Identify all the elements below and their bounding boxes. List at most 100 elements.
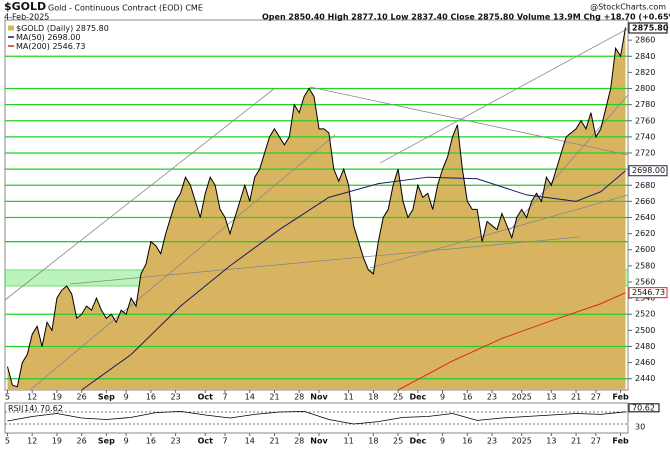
legend-value: 2875.80 — [76, 24, 109, 33]
x-tick-label: 23 — [170, 393, 180, 402]
plot: 2440246024802500252025402560258026002620… — [4, 21, 669, 446]
rsi-tick-label: 30 — [635, 423, 645, 432]
y-tick-label: 2860 — [635, 36, 655, 45]
y-tick-label: 2480 — [635, 342, 655, 351]
rsi-value: 70.62 — [40, 404, 63, 413]
rsi-legend: RSI(14) 70.62 — [8, 404, 63, 413]
x-tick-label: 9 — [124, 393, 129, 402]
value-tag-label: 2875.80 — [632, 24, 669, 33]
x-tick-label: 2025 — [512, 437, 532, 446]
value-tag — [628, 22, 668, 34]
x-tick-label: 21 — [571, 437, 581, 446]
legend-value: 2698.00 — [47, 33, 80, 42]
x-tick-label: 9 — [440, 437, 445, 446]
y-tick-label: 2800 — [635, 84, 655, 93]
x-tick-label: 7 — [222, 393, 227, 402]
source: @StockCharts.com — [590, 3, 666, 12]
x-tick-label: 18 — [368, 393, 378, 402]
x-tick-label: 21 — [269, 437, 279, 446]
value-tag-label: 2698.00 — [632, 166, 665, 175]
x-tick-label: 28 — [294, 437, 304, 446]
x-tick-label: 5 — [5, 437, 10, 446]
x-tick-label: 14 — [245, 437, 255, 446]
legend-entry: MA(200) 2546.73 — [16, 42, 86, 51]
y-tick-label: 2500 — [635, 326, 655, 335]
x-tick-label: 16 — [462, 393, 472, 402]
y-tick-label: 2760 — [635, 116, 655, 125]
x-tick-label: 9 — [440, 393, 445, 402]
legend-name: $GOLD (Daily) — [16, 24, 73, 33]
trendline — [69, 236, 581, 285]
x-tick-label: Oct — [198, 393, 214, 402]
chart-subtitle: Gold - Continuous Contract (EOD) CME — [48, 4, 203, 13]
x-tick-label: 12 — [27, 437, 37, 446]
x-tick-label: 11 — [344, 437, 354, 446]
chart-date: 4-Feb-2025 — [4, 13, 49, 22]
x-tick-label: 12 — [27, 393, 37, 402]
x-tick-label: 2025 — [512, 393, 532, 402]
x-tick-label: 11 — [344, 393, 354, 402]
legend-value: 2546.73 — [52, 42, 85, 51]
x-tick-label: 27 — [591, 393, 601, 402]
x-tick-label: 23 — [487, 393, 497, 402]
x-tick-label: 21 — [269, 393, 279, 402]
x-tick-label: Sep — [98, 437, 115, 446]
y-tick-label: 2720 — [635, 149, 655, 158]
value-tag-label: 2546.73 — [632, 288, 665, 297]
x-tick-label: Dec — [409, 437, 426, 446]
x-tick-label: Oct — [198, 437, 214, 446]
rsi-panel — [4, 402, 629, 434]
x-tick-label: Feb — [612, 393, 629, 402]
x-tick-label: 16 — [462, 437, 472, 446]
x-tick-label: 9 — [124, 437, 129, 446]
x-tick-label: 5 — [5, 393, 10, 402]
trendline — [4, 87, 276, 301]
x-tick-label: 19 — [52, 393, 62, 402]
ma-line — [81, 170, 626, 391]
trendline — [379, 21, 641, 164]
x-tick-label: 16 — [146, 437, 156, 446]
y-tick-label: 2640 — [635, 213, 655, 222]
x-tick-label: 18 — [368, 437, 378, 446]
rsi-name: RSI(14) — [8, 404, 37, 413]
value-tag — [628, 403, 660, 413]
y-tick-label: 2600 — [635, 245, 655, 254]
y-tick-label: 2660 — [635, 197, 655, 206]
x-tick-label: 26 — [77, 437, 87, 446]
y-tick-label: 2840 — [635, 52, 655, 61]
x-tick-label: 25 — [393, 393, 403, 402]
ma-line — [397, 292, 626, 391]
x-tick-label: 19 — [52, 437, 62, 446]
y-tick-label: 2560 — [635, 277, 655, 286]
x-tick-label: Feb — [612, 437, 629, 446]
x-tick-label: 7 — [222, 437, 227, 446]
price-line — [6, 27, 627, 388]
y-tick-label: 2780 — [635, 100, 655, 109]
quote: Open 2850.40 High 2877.10 Low 2837.40 Cl… — [262, 13, 670, 22]
x-tick-label: 21 — [571, 393, 581, 402]
x-tick-label: 16 — [146, 393, 156, 402]
x-tick-label: Dec — [409, 393, 426, 402]
y-tick-label: 2680 — [635, 181, 655, 190]
x-tick-label: Sep — [98, 393, 115, 402]
x-tick-label: Nov — [310, 393, 328, 402]
legend-entry: MA(50) 2698.00 — [16, 33, 80, 42]
chart-title: $GOLD — [4, 0, 46, 13]
y-tick-label: 2740 — [635, 132, 655, 141]
x-tick-label: 27 — [591, 437, 601, 446]
rsi-line — [7, 410, 626, 425]
x-tick-label: Nov — [310, 437, 328, 446]
value-tag — [628, 165, 668, 177]
y-tick-label: 2440 — [635, 374, 655, 383]
y-tick-label: 2580 — [635, 261, 655, 270]
rsi-value-tag: 70.62 — [632, 403, 655, 412]
y-tick-label: 2820 — [635, 68, 655, 77]
x-tick-label: 23 — [170, 437, 180, 446]
x-tick-label: 28 — [294, 393, 304, 402]
x-tick-label: 23 — [487, 437, 497, 446]
x-tick-label: 13 — [546, 437, 556, 446]
legend-name: MA(200) — [16, 42, 50, 51]
legend-entry: $GOLD (Daily) 2875.80 — [16, 24, 109, 33]
x-tick-label: 13 — [546, 393, 556, 402]
trendline — [309, 86, 629, 156]
